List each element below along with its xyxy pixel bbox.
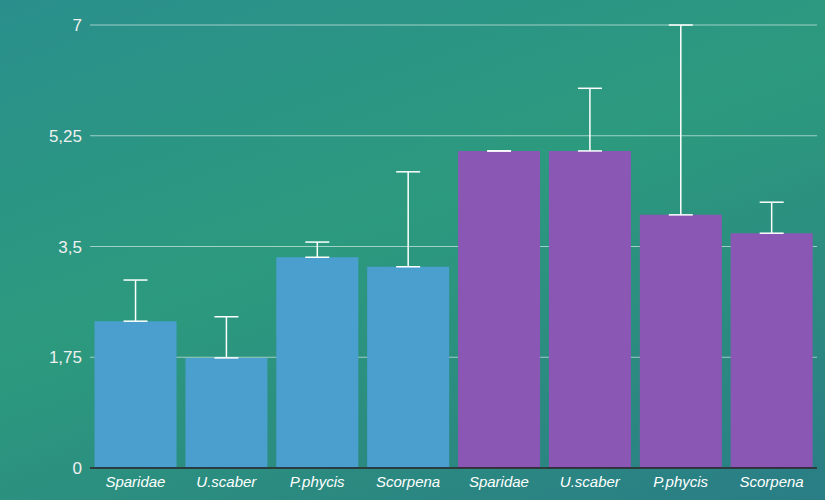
svg-text:0: 0 <box>73 459 82 478</box>
svg-text:Scorpena: Scorpena <box>739 473 803 490</box>
svg-text:P.phycis: P.phycis <box>653 473 708 490</box>
svg-text:7: 7 <box>73 16 82 35</box>
svg-text:1,75: 1,75 <box>49 348 82 367</box>
svg-text:Sparidae: Sparidae <box>105 473 165 490</box>
svg-text:Sparidae: Sparidae <box>469 473 529 490</box>
svg-text:P.phycis: P.phycis <box>290 473 345 490</box>
svg-text:3,5: 3,5 <box>58 238 82 257</box>
svg-text:5,25: 5,25 <box>49 127 82 146</box>
svg-text:U.scaber: U.scaber <box>196 473 257 490</box>
svg-text:U.scaber: U.scaber <box>560 473 621 490</box>
svg-text:Scorpena: Scorpena <box>376 473 440 490</box>
